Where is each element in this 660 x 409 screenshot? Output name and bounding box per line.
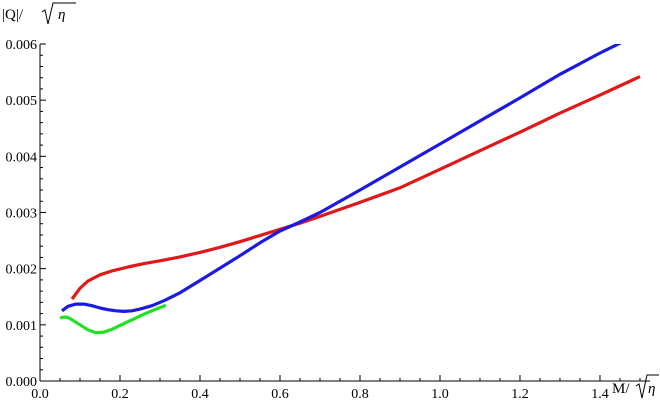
y-axis-label-text: |Q|/ <box>2 7 24 23</box>
x-tick-label: 0.2 <box>111 387 129 402</box>
x-tick-label: 0.4 <box>191 387 209 402</box>
y-tick-label: 0.004 <box>6 150 38 165</box>
x-tick-label: 0.6 <box>271 387 289 402</box>
x-axis-label-text: M/ <box>612 381 630 397</box>
y-tick-label: 0.000 <box>6 375 38 390</box>
ticks-layer: 0.0 0.2 0.4 0.6 0.8 1.0 1.2 1.4 0.000 0.001 0.002 0… <box>6 38 641 402</box>
series-line-3 <box>59 303 167 335</box>
y-axis-label: |Q|/ η <box>2 2 76 25</box>
x-tick-label: 0.8 <box>351 387 369 402</box>
y-axis-radical-sign <box>41 2 76 25</box>
x-tick-label: 0.0 <box>31 387 49 402</box>
series-layer <box>59 44 641 335</box>
series-line-1 <box>70 75 641 300</box>
x-axis-radicand: η <box>648 381 655 397</box>
x-tick-label: 1.4 <box>591 387 609 402</box>
series-line-2 <box>61 44 622 313</box>
y-tick-label: 0.001 <box>6 319 38 334</box>
y-axis-radicand: η <box>58 7 65 23</box>
y-tick-label: 0.002 <box>6 263 38 278</box>
x-axis-label: M/ η <box>612 374 659 399</box>
x-tick-label: 1.0 <box>431 387 449 402</box>
y-tick-label: 0.003 <box>6 207 38 222</box>
y-tick-label: 0.005 <box>6 94 38 109</box>
y-tick-label: 0.006 <box>6 38 38 53</box>
x-axis-radical-sign <box>635 374 659 399</box>
x-tick-label: 1.2 <box>511 387 529 402</box>
axes-layer <box>39 44 650 382</box>
